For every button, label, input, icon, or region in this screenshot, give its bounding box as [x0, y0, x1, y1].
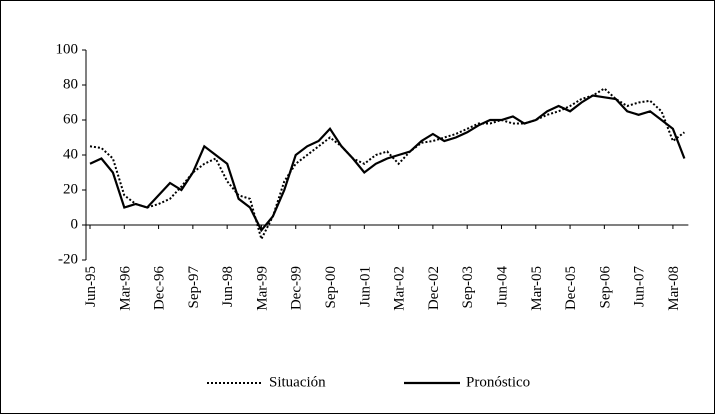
y-tick-label: 60: [63, 111, 78, 127]
x-tick-label: Jun-98: [220, 266, 236, 307]
x-tick-label: Sep-00: [323, 266, 339, 309]
x-tick-label: Mar-08: [666, 266, 682, 311]
y-tick-label: 80: [63, 76, 78, 92]
x-tick-label: Jun-01: [357, 266, 373, 307]
y-tick-label: -20: [58, 251, 78, 267]
line-series: [89, 94, 686, 233]
legend-label: Situación: [269, 374, 326, 390]
legend-label: Pronóstico: [466, 374, 530, 390]
y-tick-label: 100: [56, 41, 79, 57]
y-tick-label: 20: [63, 181, 78, 197]
x-tick-label: Dec-05: [563, 266, 579, 310]
x-tick-label: Jun-07: [632, 266, 648, 307]
x-tick-label: Jun-95: [83, 266, 99, 307]
x-tick-label: Dec-99: [289, 266, 305, 310]
x-tick-label: Mar-96: [117, 266, 133, 311]
x-tick-label: Sep-06: [597, 266, 613, 309]
x-tick-label: Mar-99: [254, 266, 270, 311]
x-tick-label: Dec-96: [152, 266, 168, 311]
x-tick-label: Jun-04: [494, 266, 510, 307]
x-tick-label: Dec-02: [426, 266, 442, 310]
x-tick-label: Sep-03: [460, 266, 476, 309]
y-tick-label: 40: [63, 146, 78, 162]
x-tick-label: Sep-97: [186, 266, 202, 309]
x-tick-label: Mar-02: [392, 266, 408, 311]
y-tick-label: 0: [71, 216, 79, 232]
x-tick-label: Mar-05: [529, 266, 545, 311]
